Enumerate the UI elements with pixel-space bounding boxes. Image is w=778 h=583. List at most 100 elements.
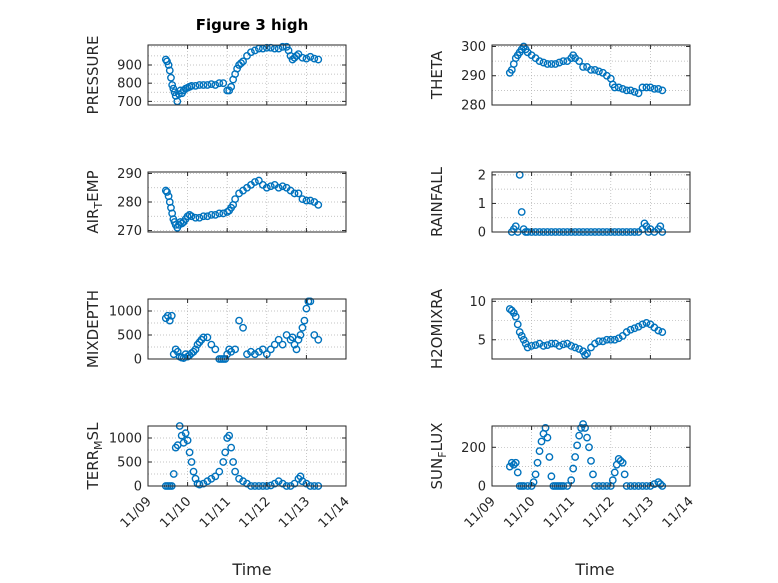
data-point xyxy=(555,58,564,67)
data-point xyxy=(517,332,526,340)
data-point xyxy=(606,335,615,344)
plot-area xyxy=(147,44,347,106)
y-axis-label-tail: EMP xyxy=(84,170,102,201)
data-point xyxy=(302,54,311,63)
data-point xyxy=(187,458,196,466)
data-point xyxy=(583,433,591,442)
data-point xyxy=(243,350,251,359)
data-point xyxy=(221,448,230,457)
x-tick-label: 11/10 xyxy=(501,494,538,531)
y-tick-label: 700 xyxy=(117,95,142,110)
y-axis-label-tail: SL xyxy=(84,422,102,441)
y-axis-label-main: SUN xyxy=(428,458,446,490)
y-tick-label: 5 xyxy=(478,333,486,348)
data-point xyxy=(163,311,172,320)
data-point xyxy=(551,339,560,348)
y-tick-label: 290 xyxy=(117,167,142,182)
data-point xyxy=(207,210,216,219)
panel-rainfall: 0 1 2 RAINFALL xyxy=(428,166,691,241)
data-point xyxy=(195,213,204,222)
data-point xyxy=(183,436,192,445)
data-points xyxy=(161,42,323,106)
data-point xyxy=(579,63,587,71)
data-point xyxy=(658,86,667,95)
data-point xyxy=(608,476,617,485)
data-point xyxy=(187,212,196,221)
plot-frame xyxy=(147,425,347,487)
data-point xyxy=(559,340,568,349)
y-axis-label-main: MIXDEPTH xyxy=(84,290,102,368)
data-point xyxy=(168,81,177,89)
x-tick-label: 11/11 xyxy=(197,494,234,531)
y-axis-label-subscript: F xyxy=(436,451,449,457)
data-point xyxy=(618,458,627,467)
data-point xyxy=(583,349,591,358)
data-point xyxy=(296,331,305,339)
data-point xyxy=(266,345,275,354)
data-point xyxy=(173,347,182,356)
data-point xyxy=(573,441,582,450)
data-point xyxy=(298,53,307,62)
data-point xyxy=(163,57,171,66)
plot-frame xyxy=(491,298,691,360)
data-point xyxy=(547,60,556,68)
data-point xyxy=(298,323,307,332)
data-points xyxy=(505,42,667,98)
y-tick-label: 1 xyxy=(478,197,486,212)
data-point xyxy=(310,54,319,63)
data-point xyxy=(187,82,196,90)
figure-title: Figure 3 high xyxy=(196,16,309,34)
y-tick-label: 280 xyxy=(461,99,486,114)
data-point xyxy=(314,55,323,64)
y-axis-label-main: TERR xyxy=(84,450,102,491)
plot-area xyxy=(147,298,347,360)
panel-air: 270 280 290 AIRTEMP xyxy=(84,167,347,239)
data-point xyxy=(642,318,651,327)
panel-mixdepth: 0 500 1000 MIXDEPTH xyxy=(84,290,347,368)
data-point xyxy=(511,312,520,321)
data-point xyxy=(219,458,228,466)
data-point xyxy=(278,182,287,191)
data-point xyxy=(531,470,540,479)
x-tick-label: 11/12 xyxy=(581,494,618,531)
data-point xyxy=(174,90,183,98)
y-tick-label: 1000 xyxy=(109,305,142,320)
y-axis-label-main: AIR xyxy=(84,209,102,234)
data-point xyxy=(254,347,263,356)
data-point xyxy=(581,424,589,432)
x-tick-label: 11/11 xyxy=(541,494,578,531)
y-axis-label-subscript: T xyxy=(92,202,105,210)
data-point xyxy=(614,334,623,343)
data-point xyxy=(634,322,643,331)
data-point xyxy=(298,195,307,204)
data-point xyxy=(227,443,236,452)
data-point xyxy=(278,479,287,488)
data-point xyxy=(616,456,625,465)
data-point xyxy=(239,477,247,486)
data-point xyxy=(195,81,204,89)
data-point xyxy=(569,464,578,473)
plot-frame xyxy=(147,44,347,106)
data-point xyxy=(614,455,623,463)
data-point xyxy=(511,458,520,467)
y-tick-label: 2 xyxy=(478,168,486,183)
data-point xyxy=(622,86,631,95)
data-point xyxy=(165,66,174,75)
data-point xyxy=(575,431,584,440)
data-point xyxy=(177,431,186,440)
data-point xyxy=(630,324,639,333)
data-point xyxy=(587,65,595,74)
data-point xyxy=(658,328,667,336)
data-point xyxy=(215,209,224,218)
data-point xyxy=(591,65,599,74)
data-point xyxy=(235,316,243,325)
data-point xyxy=(515,328,524,336)
data-point xyxy=(551,60,560,68)
data-point xyxy=(650,85,659,93)
y-axis-label: TERRMSL xyxy=(84,422,105,491)
data-point xyxy=(547,472,556,481)
data-point xyxy=(237,59,245,68)
x-tick-label: 11/13 xyxy=(276,494,313,531)
y-tick-label: 500 xyxy=(117,456,142,471)
data-point xyxy=(251,350,259,359)
